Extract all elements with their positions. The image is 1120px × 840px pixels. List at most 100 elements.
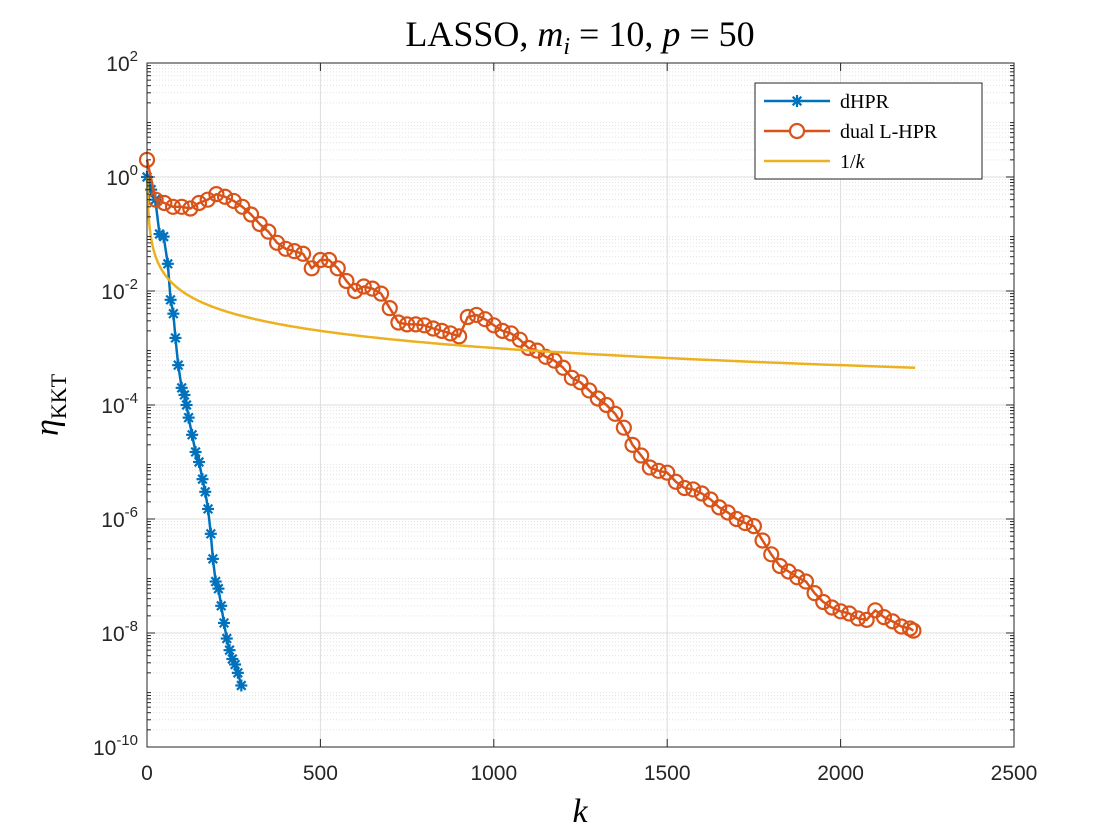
dual-lhpr-marker <box>737 514 754 532</box>
dual-lhpr-marker <box>581 382 598 399</box>
dual-lhpr-marker <box>364 280 381 297</box>
dual-lhpr-marker <box>216 188 234 205</box>
dual-lhpr-marker <box>485 317 502 334</box>
dual-lhpr-marker <box>199 191 216 208</box>
dual-lhpr-marker <box>728 510 745 528</box>
series-line-1-k <box>146 176 916 369</box>
dual-lhpr-marker <box>598 396 615 414</box>
dual-lhpr-marker <box>381 300 398 317</box>
dual-lhpr-marker <box>771 557 789 575</box>
dual-lhpr-marker <box>416 317 433 334</box>
dual-lhpr-marker <box>190 194 208 212</box>
dhpr-marker <box>231 666 244 679</box>
legend-item: dual L-HPR <box>764 121 938 143</box>
dual-lhpr-marker <box>745 518 763 535</box>
dual-lhpr-marker <box>303 260 320 277</box>
dual-lhpr-marker <box>537 348 554 365</box>
dual-lhpr-marker <box>312 251 329 269</box>
dual-lhpr-marker <box>641 459 658 476</box>
dual-lhpr-marker <box>208 186 225 203</box>
dhpr-marker <box>172 359 185 372</box>
dual-lhpr-marker <box>789 569 806 586</box>
dhpr-marker <box>180 399 193 411</box>
dhpr-marker <box>212 582 225 595</box>
dual-lhpr-marker <box>156 194 173 212</box>
dual-lhpr-marker <box>511 331 528 348</box>
dual-lhpr-marker <box>242 206 260 223</box>
dual-lhpr-marker <box>442 325 459 342</box>
dhpr-marker <box>196 473 209 486</box>
dhpr-marker <box>157 230 170 243</box>
y-tick-label: 10-4 <box>101 390 138 418</box>
y-tick-label: 10-8 <box>101 618 138 646</box>
dhpr-marker <box>167 307 180 320</box>
dhpr-marker <box>235 679 248 692</box>
dhpr-marker <box>161 257 174 270</box>
dhpr-marker <box>164 293 177 306</box>
dual-lhpr-marker <box>754 532 771 549</box>
dual-lhpr-marker <box>685 481 702 498</box>
dual-lhpr-marker <box>615 419 632 436</box>
dual-lhpr-marker <box>624 436 641 453</box>
dhpr-marker <box>204 527 217 540</box>
x-tick-label: 0 <box>141 762 153 785</box>
dual-lhpr-marker <box>520 339 537 357</box>
x-tick-label: 2000 <box>817 762 864 785</box>
dual-lhpr-marker <box>763 546 780 563</box>
dhpr-marker <box>199 485 212 498</box>
dual-lhpr-marker <box>633 447 650 464</box>
axis-ticks <box>146 62 1015 748</box>
legend-label: dual L-HPR <box>840 121 938 143</box>
dhpr-marker <box>189 445 202 458</box>
dual-lhpr-marker <box>607 405 624 422</box>
dual-lhpr-marker <box>260 223 277 240</box>
dhpr-marker <box>217 616 230 629</box>
dual-lhpr-marker <box>346 282 364 300</box>
legend-item: 1/k <box>764 151 866 173</box>
dual-lhpr-marker <box>468 306 485 324</box>
y-tick-label: 10-6 <box>101 504 138 532</box>
dual-lhpr-marker <box>858 611 875 628</box>
svg-text:ηKKT: ηKKT <box>29 373 71 436</box>
dual-lhpr-marker <box>277 240 294 257</box>
dual-lhpr-marker <box>806 585 823 602</box>
dual-lhpr-marker <box>294 245 312 262</box>
dhpr-marker <box>791 95 803 107</box>
y-tick-labels: 102 100 10-2 10-4 10-6 10-8 10-10 <box>93 48 138 760</box>
dual-lhpr-marker <box>338 272 355 290</box>
dual-lhpr-marker <box>164 198 182 215</box>
y-tick-label: 100 <box>106 162 138 190</box>
x-axis-label: k <box>572 793 588 830</box>
dual-lhpr-marker <box>659 464 676 481</box>
x-tick-label: 1500 <box>644 762 691 785</box>
dual-lhpr-marker <box>797 573 815 590</box>
x-tick-labels: 0 500 1000 1500 2000 2500 <box>141 762 1037 785</box>
x-tick-label: 500 <box>303 762 338 785</box>
dual-lhpr-marker <box>884 613 901 630</box>
dual-lhpr-marker <box>676 479 693 497</box>
dhpr-marker <box>193 456 206 468</box>
dhpr-marker <box>215 599 228 612</box>
dhpr-marker <box>182 411 195 424</box>
dhpr-marker <box>220 632 233 645</box>
dual-lhpr-marker <box>182 200 199 217</box>
chart-title: LASSO, mi = 10, p = 50 <box>405 14 754 60</box>
y-axis-label: ηKKT <box>29 373 71 436</box>
dual-lhpr-marker <box>711 499 728 516</box>
y-tick-label: 10-10 <box>93 732 138 760</box>
dual-lhpr-marker <box>905 622 922 639</box>
series-line-dual-l-hpr <box>145 159 915 632</box>
dual-lhpr-marker <box>399 316 416 333</box>
legend: dHPR dual L-HPR 1/k <box>754 82 983 180</box>
legend-item: dHPR <box>764 91 890 113</box>
dual-lhpr-marker <box>572 374 589 391</box>
dual-lhpr-marker <box>555 359 572 376</box>
dhpr-marker <box>186 428 199 441</box>
dual-lhpr-marker <box>372 285 390 302</box>
grid-minor <box>147 65 1014 731</box>
dual-lhpr-marker <box>849 610 867 627</box>
dhpr-marker <box>223 644 236 657</box>
x-tick-label: 2500 <box>991 762 1038 785</box>
dual-lhpr-marker <box>832 603 849 620</box>
